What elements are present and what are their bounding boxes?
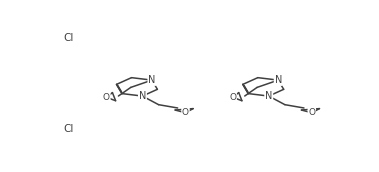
Text: Cl: Cl xyxy=(64,33,74,43)
Text: Cl: Cl xyxy=(64,124,74,134)
Text: N: N xyxy=(139,91,146,101)
Text: O: O xyxy=(308,108,315,117)
Text: N: N xyxy=(265,91,273,101)
Text: N: N xyxy=(148,75,156,85)
Text: N: N xyxy=(274,75,282,85)
Text: O: O xyxy=(182,108,189,117)
Text: O: O xyxy=(229,93,236,102)
Text: O: O xyxy=(103,93,110,102)
